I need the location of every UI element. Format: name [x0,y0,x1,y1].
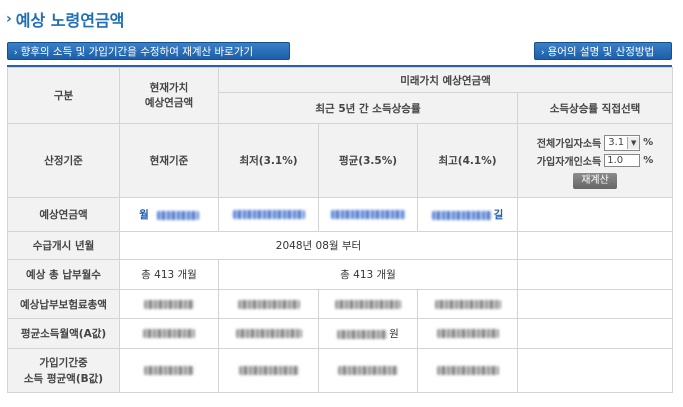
header-direct-select: 소득상승률 직접선택 [516,92,674,124]
chevron-right-icon: › [14,48,18,58]
avg-income-low [218,318,319,349]
row-label-avg-income-b: 가입기간중 소득 평균액(B값) [7,348,120,393]
avg-income-current [119,318,219,349]
total-premium-current [119,289,219,319]
expected-pension-current: 월 [119,197,219,232]
redacted-value [434,299,501,309]
pension-table: 구분 현재가치 예상연금액 미래가치 예상연금액 최근 5년 간 소득상승률 소… [7,67,674,393]
avg-income-avg: 원 [318,318,418,349]
basis-current: 현재기준 [119,123,219,198]
recalc-button[interactable]: 재계산 [573,172,617,189]
redacted-value [436,329,499,338]
won-suffix: 원 [389,328,399,340]
total-premium-low [218,289,319,319]
glossary-label: 용어의 설명 및 산정방법 [547,46,655,58]
payment-months-direct [516,259,674,290]
payment-months-future: 총 413 개월 [218,259,518,290]
redacted-value [237,299,300,309]
redacted-value [337,329,388,339]
total-income-label: 전체가입자소득 [536,139,602,150]
avg-income-b-high [417,348,518,393]
expected-pension-high: 길 [417,197,518,232]
total-premium-high [417,289,518,319]
total-income-value: 3.1 [608,137,625,148]
row-label-total-premium: 예상납부보험료총액 [7,289,120,319]
personal-income-input[interactable]: 1.0 [604,153,641,167]
redacted-value [431,210,492,220]
redacted-value [338,366,398,375]
avg-income-b-avg [318,348,418,393]
start-date-value: 2048년 08월 부터 [119,231,518,260]
total-premium-direct [516,289,674,319]
month-prefix: 월 [139,209,149,221]
percent-sign: % [643,154,654,166]
total-premium-avg [318,289,418,319]
redacted-value [331,210,405,219]
redacted-value [144,299,194,309]
page-title-text: 예상 노령연금액 [15,11,125,30]
avg-income-b-direct [516,348,674,393]
redacted-value [232,210,305,219]
chevron-down-icon: ▼ [627,136,640,149]
basis-high: 최고(4.1%) [417,123,518,198]
header-category: 구분 [7,67,120,124]
glossary-button[interactable]: › 용어의 설명 및 산정방법 [534,42,672,60]
redacted-value [156,210,199,220]
avg-income-b-low [218,348,319,393]
basis-low: 최저(3.1%) [218,123,319,198]
redacted-value [235,329,302,338]
chevron-right-icon: › [6,11,12,27]
avg-income-high [417,318,518,349]
expected-pension-low [218,197,319,232]
row-label-expected-pension: 예상연금액 [7,197,120,232]
row-label-avg-income: 평균소득월액(A값) [7,318,120,349]
percent-sign: % [643,137,654,148]
start-date-direct [516,231,674,260]
row-label-basis: 산정기준 [7,123,120,198]
expected-pension-direct [516,197,674,232]
redacted-value [144,366,194,375]
avg-income-b-current [119,348,219,393]
row-label-payment-months: 예상 총 납부월수 [7,259,120,290]
payment-months-current: 총 413 개월 [119,259,219,290]
expected-pension-avg [318,197,418,232]
total-income-select[interactable]: 3.1 ▼ [604,134,641,151]
avg-income-direct [516,318,674,349]
redacted-value [238,366,299,375]
recalculate-link-label: 향후의 소득 및 가입기간을 수정하여 재계산 바로가기 [20,46,254,58]
redacted-value [436,366,499,375]
header-present-value: 현재가치 예상연금액 [119,67,219,124]
header-recent-growth: 최근 5년 간 소득상승률 [218,92,518,124]
basis-avg: 평균(3.5%) [318,123,418,198]
table-top-border [7,65,672,67]
chevron-right-icon: › [541,48,545,58]
redacted-value [143,329,195,338]
row-label-start-date: 수급개시 년월 [7,231,120,260]
header-future-value: 미래가치 예상연금액 [217,67,674,93]
personal-income-label: 가입자개인소득 [536,156,602,168]
growth-choice-panel: 전체가입자소득 3.1 ▼ % 가입자개인소득 1.0 % 재계산 [516,123,674,198]
high-suffix: 길 [493,209,504,221]
redacted-value [335,299,401,309]
recalculate-link-button[interactable]: › 향후의 소득 및 가입기간을 수정하여 재계산 바로가기 [7,42,290,60]
page-title: › 예상 노령연금액 [6,8,124,30]
